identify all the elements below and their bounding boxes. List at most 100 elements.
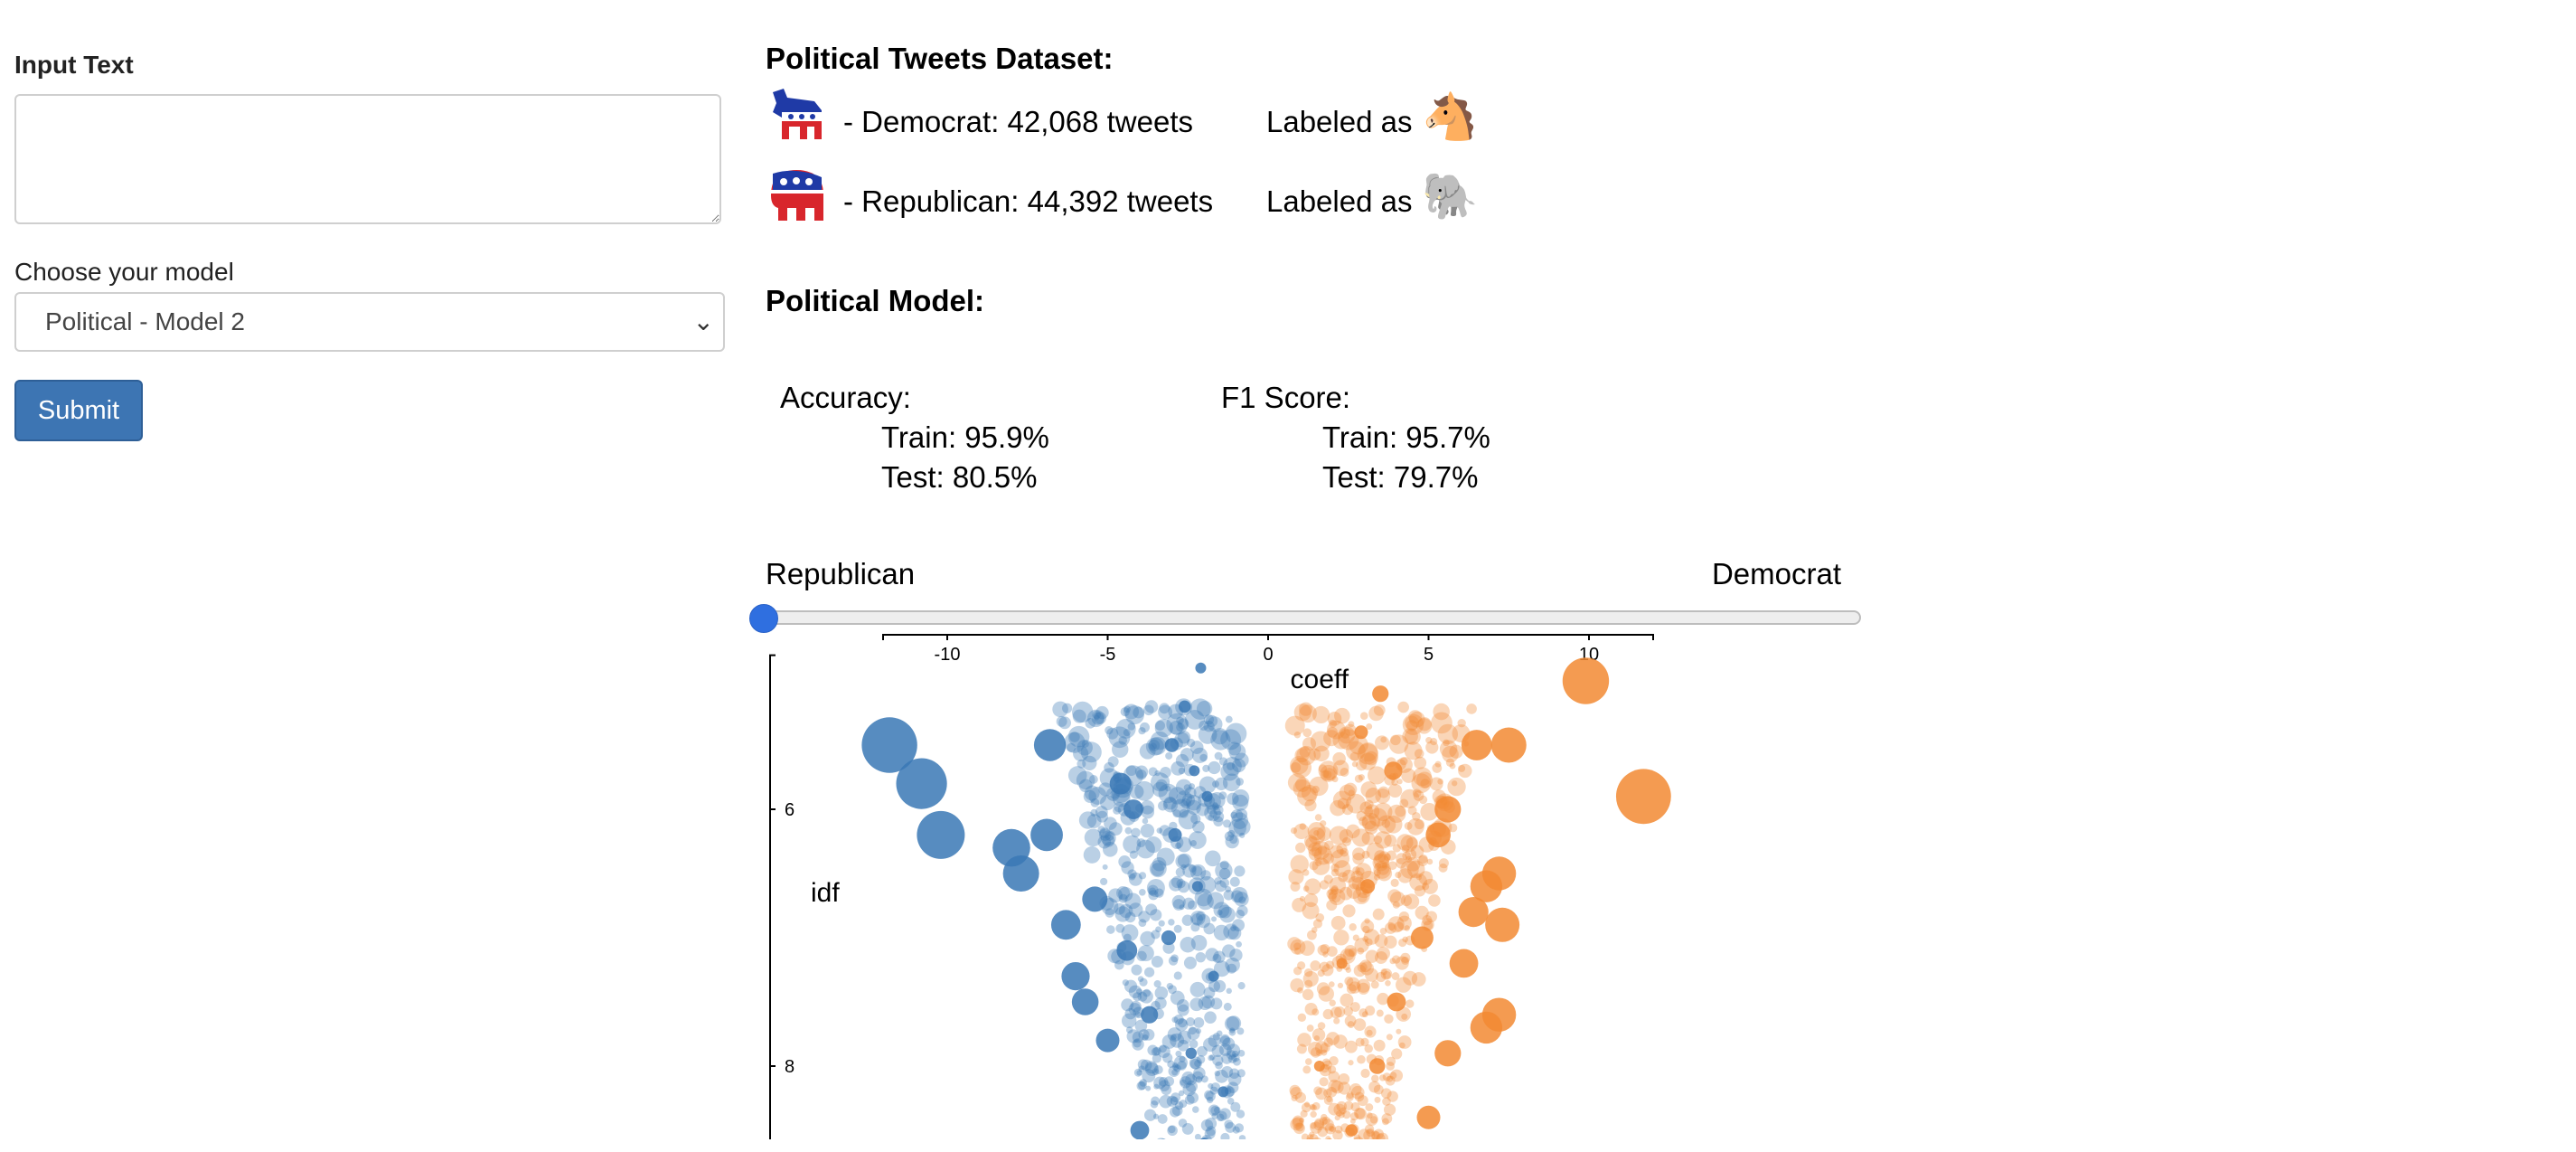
scatter-point-background [1308, 847, 1322, 861]
scatter-point-background [1328, 1065, 1337, 1074]
scatter-point-background [1158, 920, 1165, 927]
scatter-point-background [1137, 1081, 1147, 1091]
scatter-point-background [1238, 1135, 1246, 1139]
scatter-point-background [1310, 1047, 1321, 1058]
scatter-point-background [1457, 718, 1466, 728]
scatter-point-background [1301, 785, 1319, 802]
scatter-point-background [1124, 892, 1142, 910]
scatter-point-background [1189, 1058, 1201, 1070]
scatter-point-background [1326, 720, 1346, 740]
scatter-point-background [1310, 1122, 1317, 1129]
scatter-point-background [1292, 897, 1307, 912]
scatter-point-background [1123, 729, 1131, 737]
scatter-point-background [1290, 761, 1302, 773]
scatter-point-background [1371, 1138, 1378, 1139]
scatter-point-background [1379, 1074, 1387, 1081]
input-text-area[interactable] [14, 94, 721, 224]
scatter-point-background [1361, 850, 1370, 859]
scatter-point-background [1299, 1117, 1305, 1123]
scatter-point-background [1290, 939, 1306, 955]
scatter-point-background [1191, 865, 1203, 877]
party-slider-thumb[interactable] [749, 604, 778, 633]
scatter-point-background [1302, 728, 1312, 738]
scatter-point [1191, 881, 1203, 892]
scatter-point-background [1293, 703, 1312, 722]
scatter-point-background [1175, 842, 1182, 849]
scatter-point-background [1327, 726, 1339, 738]
scatter-point-background [1098, 828, 1112, 841]
scatter-point-background [1218, 757, 1228, 766]
scatter-point-background [1237, 982, 1246, 990]
scatter-point-background [1151, 1047, 1161, 1056]
scatter-point-background [1330, 799, 1346, 817]
scatter-point-background [1357, 1054, 1366, 1064]
scatter-point-background [1415, 718, 1433, 734]
scatter-point-background [1212, 802, 1218, 808]
scatter-point-background [1390, 1069, 1404, 1082]
scatter-point [896, 758, 947, 809]
scatter-point [1130, 1120, 1150, 1139]
scatter-point-background [1328, 1102, 1341, 1116]
scatter-point-background [1172, 1062, 1179, 1068]
scatter-point-background [1334, 1006, 1346, 1018]
scatter-point-background [1170, 798, 1190, 818]
scatter-point-background [1386, 1034, 1393, 1041]
model-select[interactable]: Political - Model 2 ⌄ [14, 292, 725, 352]
scatter-point-background [1091, 712, 1105, 725]
scatter-point-background [1418, 854, 1428, 864]
scatter-point-background [1187, 900, 1198, 911]
scatter-point-background [1306, 930, 1317, 940]
scatter-point-background [1315, 913, 1325, 922]
scatter-point-background [1170, 760, 1186, 776]
scatter-point-background [1211, 728, 1228, 745]
scatter-point-background [1319, 1117, 1328, 1126]
scatter-point-background [1342, 869, 1356, 883]
scatter-point-background [1357, 1095, 1368, 1107]
scatter-point-background [1200, 1075, 1208, 1083]
scatter-point-background [1387, 861, 1397, 871]
scatter-point-background [1328, 889, 1334, 895]
scatter-point-background [1145, 903, 1158, 916]
scatter-point-background [1356, 760, 1368, 771]
scatter-point-background [1144, 1061, 1158, 1074]
scatter-point-background [1219, 1034, 1230, 1044]
scatter-point [1449, 949, 1479, 978]
scatter-point-background [1151, 772, 1170, 792]
scatter-point-background [1183, 956, 1197, 969]
scatter-point-background [1203, 922, 1216, 935]
scatter-point-background [1364, 1006, 1376, 1016]
scatter-point-background [1058, 716, 1071, 730]
scatter-point-background [1226, 1050, 1236, 1060]
scatter-point-background [1300, 1110, 1308, 1118]
scatter-point-background [1168, 787, 1187, 805]
scatter-point-background [1144, 967, 1155, 977]
scatter-point [1199, 1138, 1208, 1139]
scatter-point-background [1374, 850, 1387, 863]
scatter-point-background [1375, 950, 1388, 964]
submit-button[interactable]: Submit [14, 380, 143, 441]
scatter-point-background [1458, 763, 1472, 779]
scatter-point-background [1184, 1094, 1195, 1105]
scatter-point-background [1189, 997, 1204, 1012]
scatter-point-background [1232, 794, 1249, 811]
scatter-point-background [1203, 720, 1215, 732]
scatter-point-background [1402, 713, 1424, 736]
scatter-point-background [1313, 1086, 1322, 1095]
scatter-point-background [1076, 770, 1095, 790]
scatter-point-background [1222, 757, 1242, 777]
scatter-point-background [1287, 773, 1307, 792]
party-slider-track[interactable] [757, 610, 1861, 625]
scatter-point-background [1317, 1022, 1326, 1030]
scatter-point-background [1411, 972, 1426, 987]
scatter-point-background [1129, 784, 1144, 799]
scatter-point-background [1105, 726, 1114, 735]
scatter-point-background [1363, 929, 1380, 945]
scatter-point-background [1100, 830, 1116, 846]
scatter-point [1562, 657, 1610, 704]
scatter-point-background [1236, 1027, 1245, 1035]
scatter-point-background [1167, 1125, 1178, 1137]
scatter-point-background [1150, 731, 1170, 751]
scatter-point-background [1189, 864, 1197, 873]
scatter-point-background [1349, 981, 1361, 994]
scatter-point-background [1368, 1081, 1381, 1093]
